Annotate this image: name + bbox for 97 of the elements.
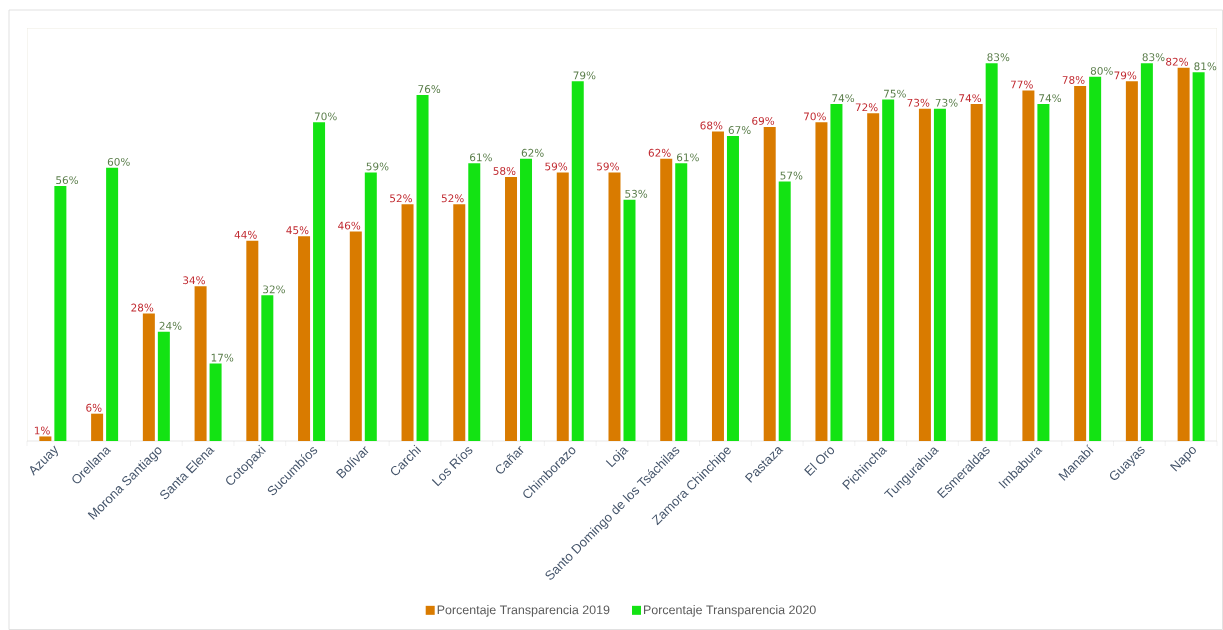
bar xyxy=(91,413,104,441)
data-label: 52% xyxy=(441,194,464,203)
data-label: 70% xyxy=(804,112,826,121)
data-label: 79% xyxy=(1114,71,1137,80)
bar xyxy=(1140,63,1153,441)
bar xyxy=(54,186,67,441)
x-tick-label: Los Ríos xyxy=(431,447,473,487)
data-label: 70% xyxy=(314,112,337,121)
bar xyxy=(1177,67,1190,441)
data-label: 82% xyxy=(1166,57,1189,66)
data-label: 72% xyxy=(855,103,878,112)
bar xyxy=(313,122,326,441)
x-tick-label: El Oro xyxy=(804,447,835,476)
data-label: 67% xyxy=(728,126,751,134)
bar xyxy=(1037,104,1050,441)
bar xyxy=(453,204,466,441)
x-tick-label: Loja xyxy=(605,447,629,468)
bar xyxy=(933,108,946,441)
data-label: 59% xyxy=(597,162,619,171)
data-label: 83% xyxy=(1142,53,1165,62)
data-label: 75% xyxy=(884,89,906,98)
bar xyxy=(556,172,569,441)
data-label: 81% xyxy=(1194,62,1217,71)
data-label: 77% xyxy=(1011,80,1033,89)
data-label: 62% xyxy=(521,148,544,157)
data-label: 73% xyxy=(935,98,958,107)
bar xyxy=(520,158,533,441)
bar xyxy=(1074,85,1087,441)
data-label: 59% xyxy=(366,162,389,171)
bar xyxy=(985,63,998,441)
bar xyxy=(209,363,222,441)
bar xyxy=(194,286,207,441)
bar xyxy=(416,95,429,441)
data-label: 1% xyxy=(34,426,50,435)
bar xyxy=(157,331,170,441)
data-label: 61% xyxy=(676,153,699,162)
bar xyxy=(142,313,155,441)
data-label: 73% xyxy=(907,98,930,107)
data-label: 62% xyxy=(648,148,671,157)
data-label: 76% xyxy=(418,85,441,93)
bar xyxy=(623,199,636,441)
data-label: 74% xyxy=(1039,94,1062,103)
data-label: 61% xyxy=(470,153,492,162)
bar xyxy=(970,104,983,441)
data-label: 32% xyxy=(263,285,285,294)
data-label: 17% xyxy=(211,353,234,362)
bar xyxy=(298,236,311,441)
data-label: 44% xyxy=(234,230,257,239)
bar xyxy=(246,240,259,441)
bar xyxy=(608,172,621,441)
bar xyxy=(1089,76,1102,441)
data-label: 46% xyxy=(338,221,361,230)
data-label: 60% xyxy=(107,157,130,166)
bar xyxy=(1022,90,1035,441)
bar xyxy=(830,104,843,441)
data-label: 74% xyxy=(832,94,855,103)
data-label: 58% xyxy=(493,167,516,175)
bar xyxy=(815,122,828,441)
legend-label: Porcentaje Transparencia 2020 xyxy=(644,605,816,617)
bar xyxy=(882,99,895,441)
data-label: 6% xyxy=(86,403,102,412)
bar xyxy=(571,81,584,441)
bar xyxy=(505,176,518,441)
data-label: 24% xyxy=(159,321,182,330)
data-label: 74% xyxy=(959,94,982,103)
bar xyxy=(39,436,52,441)
bar xyxy=(364,172,377,441)
bar xyxy=(726,135,739,441)
bar xyxy=(261,295,274,441)
data-label: 59% xyxy=(545,162,568,171)
bar xyxy=(660,158,673,441)
data-label: 28% xyxy=(131,303,154,312)
bar xyxy=(1192,72,1205,441)
data-label: 78% xyxy=(1062,75,1085,84)
bar xyxy=(106,167,119,441)
data-label: 53% xyxy=(625,189,648,198)
bar xyxy=(349,231,362,441)
data-label: 45% xyxy=(286,226,309,235)
data-label: 57% xyxy=(780,171,803,180)
data-label: 34% xyxy=(183,276,205,285)
bar xyxy=(711,131,724,441)
bar xyxy=(468,163,481,441)
data-label: 80% xyxy=(1090,66,1113,75)
bar xyxy=(401,204,414,441)
data-label: 69% xyxy=(752,116,775,125)
data-label: 68% xyxy=(700,121,723,130)
bar xyxy=(778,181,791,441)
bar xyxy=(867,113,880,441)
bar xyxy=(675,163,688,441)
bar xyxy=(1125,81,1138,441)
data-label: 79% xyxy=(573,71,596,80)
data-label: 83% xyxy=(987,53,1010,62)
legend-label: Porcentaje Transparencia 2019 xyxy=(437,605,610,617)
bar xyxy=(763,126,776,441)
bar xyxy=(918,108,931,441)
data-label: 52% xyxy=(390,194,412,203)
data-label: 56% xyxy=(56,176,79,185)
